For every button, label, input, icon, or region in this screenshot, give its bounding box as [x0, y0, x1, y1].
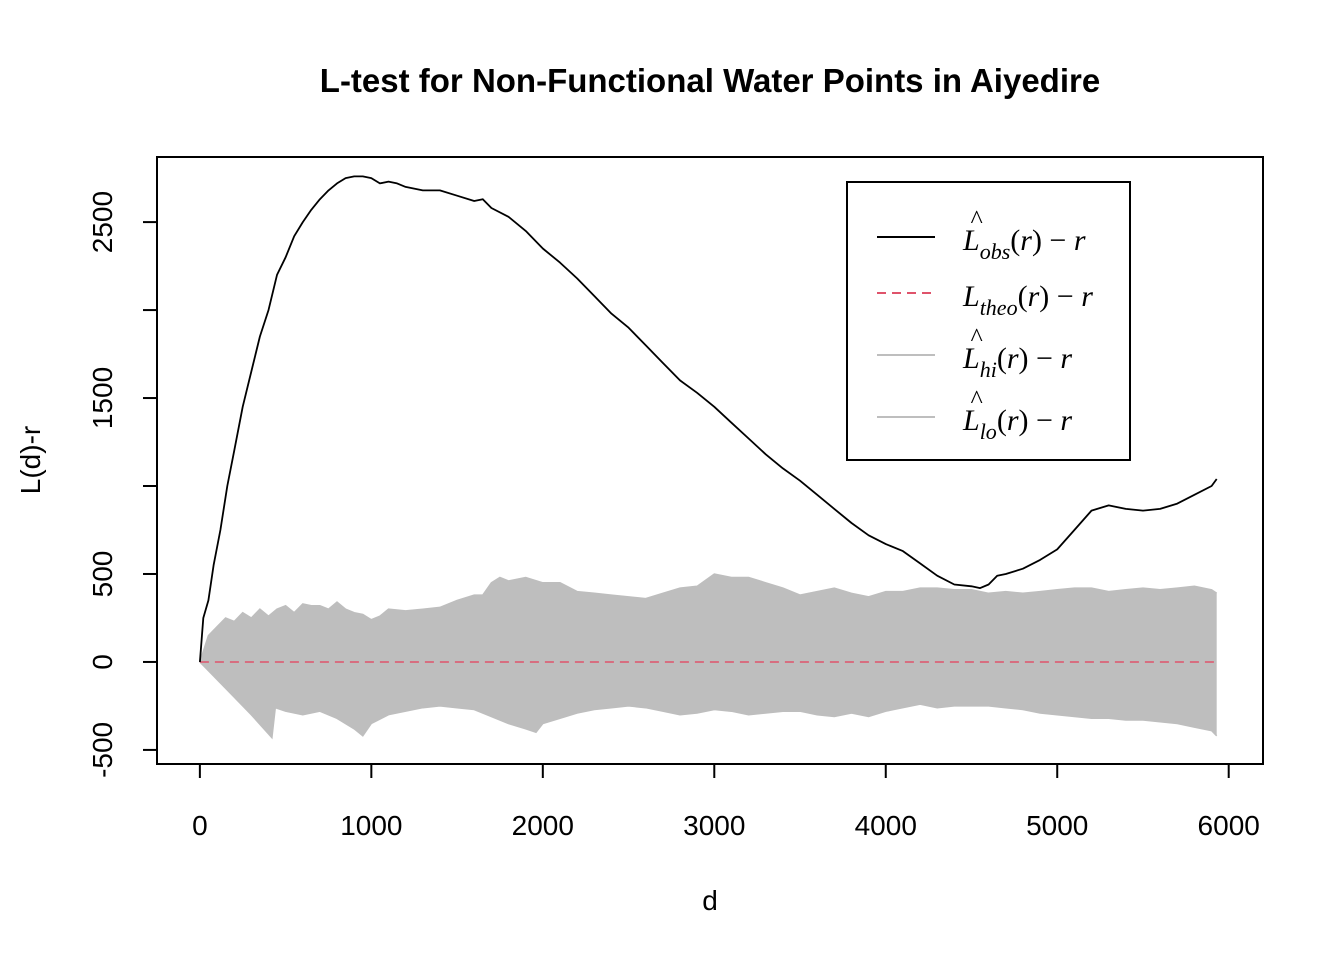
y-axis-label: L(d)-r [15, 426, 46, 494]
legend-label-hi: Lhi(r) − r [962, 342, 1072, 382]
legend-hat-obs: ^ [970, 205, 983, 234]
series-hi-line [199, 573, 1218, 663]
y-axis: -500 0 500 1500 2500 [87, 191, 158, 778]
x-axis-label: d [702, 885, 718, 916]
x-tick-label: 4000 [855, 810, 917, 841]
legend-box [846, 181, 1131, 461]
legend-label-lo: Llo(r) − r [962, 404, 1072, 444]
envelope-band-group [199, 573, 1218, 740]
legend-hat-lo: ^ [970, 385, 983, 414]
x-tick-label: 5000 [1026, 810, 1088, 841]
y-tick-label: 0 [87, 654, 118, 670]
series-line-group [199, 175, 1218, 663]
series-lo-line [199, 661, 1218, 740]
y-tick-label: 1500 [87, 367, 118, 429]
envelope-band [199, 574, 1217, 738]
legend-label-theo: Ltheo(r) − r [962, 280, 1093, 320]
svg-text:Llo(r) − r: Llo(r) − r [962, 404, 1072, 444]
x-tick-label: 3000 [683, 810, 745, 841]
x-tick-label: 0 [192, 810, 208, 841]
legend-hat-hi: ^ [970, 323, 983, 352]
series-obs-line [199, 175, 1218, 663]
y-tick-label: 500 [87, 551, 118, 598]
y-tick-label: -500 [87, 722, 118, 778]
x-tick-label: 1000 [340, 810, 402, 841]
svg-text:Ltheo(r) − r: Ltheo(r) − r [962, 280, 1093, 320]
chart-title: L-test for Non-Functional Water Points i… [320, 62, 1100, 99]
x-tick-label: 2000 [512, 810, 574, 841]
svg-text:Lobs(r) − r: Lobs(r) − r [962, 224, 1086, 264]
x-axis: 0 1000 2000 3000 4000 5000 6000 [192, 763, 1260, 841]
svg-text:Lhi(r) − r: Lhi(r) − r [962, 342, 1072, 382]
x-tick-label: 6000 [1198, 810, 1260, 841]
y-tick-label: 2500 [87, 191, 118, 253]
legend-label-obs: Lobs(r) − r [962, 224, 1086, 264]
